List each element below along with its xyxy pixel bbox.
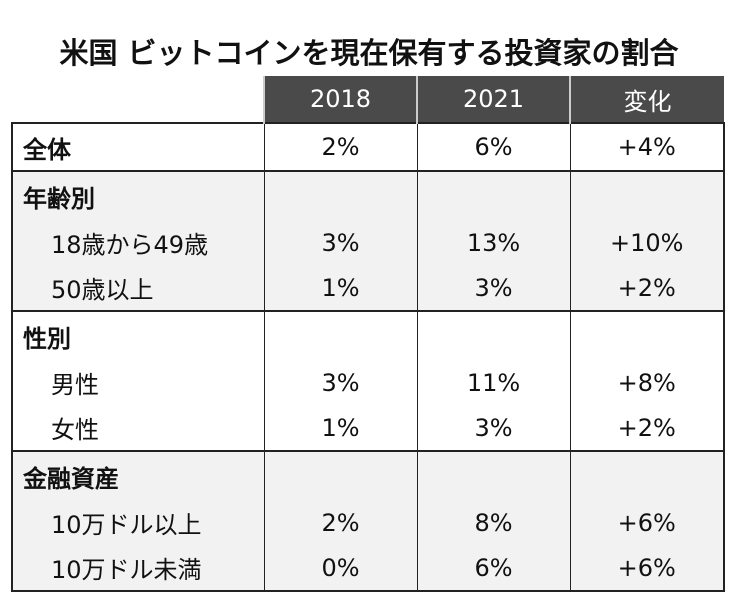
cell-empty	[263, 170, 417, 220]
group-header-gender: 性別	[11, 310, 725, 360]
table-row: 女性 1% 3% +2%	[11, 405, 725, 451]
cell-empty	[416, 170, 570, 220]
cell-empty	[569, 170, 725, 220]
column-header-2018: 2018	[263, 76, 417, 123]
column-header-change: 変化	[569, 76, 724, 123]
row-label: 全体	[11, 122, 264, 171]
cell-2021: 6%	[416, 122, 570, 171]
cell-2021: 3%	[416, 265, 570, 311]
cell-2018: 2%	[263, 500, 417, 545]
cell-change: +4%	[569, 122, 725, 171]
cell-2018: 1%	[263, 405, 417, 451]
page-title: 米国 ビットコインを現在保有する投資家の割合	[59, 36, 679, 70]
cell-empty	[263, 310, 417, 360]
table-row-total: 全体 2% 6% +4%	[11, 122, 725, 171]
table-row: 18歳から49歳 3% 13% +10%	[11, 220, 725, 265]
cell-2021: 8%	[416, 500, 570, 545]
row-label: 50歳以上	[11, 265, 264, 311]
table-row: 男性 3% 11% +8%	[11, 360, 725, 405]
cell-2021: 13%	[416, 220, 570, 265]
cell-2018: 1%	[263, 265, 417, 311]
cell-change: +2%	[569, 405, 725, 451]
column-header-2021: 2021	[416, 76, 570, 123]
row-label: 18歳から49歳	[11, 220, 264, 265]
header-blank-cell	[12, 76, 264, 123]
group-header-age: 年齢別	[11, 170, 725, 220]
table-row: 50歳以上 1% 3% +2%	[11, 265, 725, 311]
cell-2018: 3%	[263, 360, 417, 405]
cell-2018: 0%	[263, 545, 417, 592]
cell-2018: 3%	[263, 220, 417, 265]
cell-empty	[416, 310, 570, 360]
table-row: 10万ドル未満 0% 6% +6%	[11, 545, 725, 592]
row-label: 女性	[11, 405, 264, 451]
group-label: 性別	[11, 310, 264, 360]
table-row: 10万ドル以上 2% 8% +6%	[11, 500, 725, 545]
row-label: 10万ドル以上	[11, 500, 264, 545]
cell-2021: 11%	[416, 360, 570, 405]
header-row: 2018 2021 変化	[12, 76, 724, 123]
cell-empty	[263, 450, 417, 500]
cell-change: +10%	[569, 220, 725, 265]
row-label: 10万ドル未満	[11, 545, 264, 592]
data-table: 2018 2021 変化 全体 2% 6% +4% 年齢別 18歳から49歳 3…	[11, 76, 725, 592]
group-label: 年齢別	[11, 170, 264, 220]
row-label: 男性	[11, 360, 264, 405]
cell-change: +8%	[569, 360, 725, 405]
group-label: 金融資産	[11, 450, 264, 500]
cell-empty	[416, 450, 570, 500]
cell-change: +6%	[569, 500, 725, 545]
cell-2021: 3%	[416, 405, 570, 451]
cell-2021: 6%	[416, 545, 570, 592]
cell-empty	[569, 310, 725, 360]
cell-empty	[569, 450, 725, 500]
cell-change: +6%	[569, 545, 725, 592]
cell-2018: 2%	[263, 122, 417, 171]
cell-change: +2%	[569, 265, 725, 311]
group-header-assets: 金融資産	[11, 450, 725, 500]
